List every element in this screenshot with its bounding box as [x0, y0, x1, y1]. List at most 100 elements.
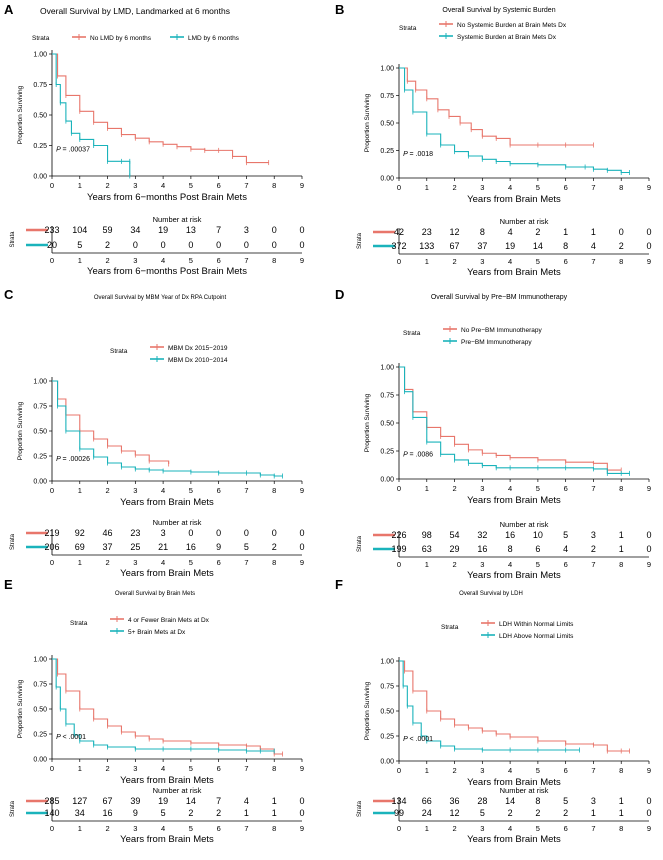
x-tick-label: 1 — [425, 766, 429, 775]
risk-x-axis-label: Years from Brain Mets — [120, 834, 214, 845]
legend-title: Strata — [441, 624, 459, 631]
chart-panel-e: E Overall Survival by Brain Mets Strata 4 o… — [4, 577, 305, 845]
risk-count: 19 — [505, 241, 515, 251]
risk-x-axis-label: Years from Brain Mets — [467, 834, 561, 845]
x-tick-label: 3 — [133, 486, 137, 495]
p-value: P = .00037 — [56, 147, 90, 154]
y-tick-label: 0.75 — [380, 684, 394, 691]
x-axis-label: Years from Brain Mets — [467, 495, 561, 506]
risk-count: 5 — [480, 808, 485, 818]
p-value-text: = .00037 — [63, 147, 91, 154]
x-tick-label: 1 — [78, 181, 82, 190]
risk-count: 0 — [646, 530, 651, 540]
legend-label: LMD by 6 months — [188, 35, 240, 42]
y-tick-label: 0.75 — [33, 682, 47, 689]
chart-title: Overall Survival by MBM Year of Dx RPA C… — [94, 295, 227, 301]
risk-x-axis-label: Years from 6−months Post Brain Mets — [87, 266, 247, 277]
risk-count: 16 — [505, 530, 515, 540]
risk-count: 127 — [72, 796, 87, 806]
x-tick-label: 7 — [591, 484, 595, 493]
risk-x-tick-label: 0 — [50, 256, 54, 265]
legend: Strata No LMD by 6 months LMD by 6 months — [32, 34, 240, 42]
risk-count: 67 — [450, 241, 460, 251]
x-tick-label: 1 — [425, 183, 429, 192]
risk-count: 206 — [44, 542, 59, 552]
risk-count: 99 — [394, 808, 404, 818]
legend: Strata No Systemic Burden at Brain Mets D… — [399, 21, 567, 41]
risk-count: 0 — [133, 240, 138, 250]
x-tick-label: 8 — [272, 764, 276, 773]
risk-count: 1 — [619, 808, 624, 818]
risk-count: 0 — [299, 808, 304, 818]
x-axis-label: Years from Brain Mets — [120, 775, 214, 786]
legend-label: Systemic Burden at Brain Mets Dx — [457, 34, 557, 41]
p-value-text: = .00026 — [63, 456, 91, 463]
risk-count: 0 — [272, 528, 277, 538]
risk-count: 2 — [105, 240, 110, 250]
risk-count: 14 — [505, 796, 515, 806]
x-tick-label: 2 — [452, 183, 456, 192]
risk-strata-label: Strata — [10, 231, 16, 248]
y-tick-label: 0.25 — [33, 454, 47, 461]
x-tick-label: 8 — [272, 486, 276, 495]
legend-label: No Systemic Burden at Brain Mets Dx — [457, 22, 567, 29]
y-tick-label: 0.00 — [33, 174, 47, 181]
risk-count: 2 — [272, 542, 277, 552]
risk-x-tick-label: 1 — [78, 824, 82, 833]
risk-x-tick-label: 9 — [300, 558, 304, 567]
legend: Strata LDH Within Normal Limits LDH Above … — [441, 620, 574, 640]
x-tick-label: 8 — [619, 484, 623, 493]
x-tick-label: 6 — [217, 764, 221, 773]
risk-count: 14 — [533, 241, 543, 251]
y-tick-label: 0.00 — [380, 759, 394, 766]
risk-count: 5 — [563, 530, 568, 540]
legend-label: No LMD by 6 months — [90, 35, 152, 42]
risk-x-tick-label: 7 — [591, 560, 595, 569]
risk-x-tick-label: 7 — [244, 256, 248, 265]
risk-count: 0 — [646, 808, 651, 818]
risk-x-tick-label: 2 — [452, 257, 456, 266]
y-tick-label: 0.00 — [380, 477, 394, 484]
legend-title: Strata — [32, 35, 50, 42]
x-tick-label: 0 — [50, 486, 54, 495]
risk-count: 2 — [535, 808, 540, 818]
risk-count: 104 — [72, 225, 87, 235]
risk-count: 59 — [103, 225, 113, 235]
risk-count: 20 — [47, 240, 57, 250]
risk-x-tick-label: 5 — [536, 560, 540, 569]
risk-x-tick-label: 0 — [50, 558, 54, 567]
x-tick-label: 7 — [591, 766, 595, 775]
y-tick-label: 0.75 — [33, 82, 47, 89]
x-tick-label: 4 — [508, 183, 512, 192]
risk-table-title: Number at risk — [153, 518, 202, 527]
x-tick-label: 1 — [78, 764, 82, 773]
x-tick-label: 4 — [161, 486, 165, 495]
risk-x-tick-label: 8 — [272, 824, 276, 833]
risk-count: 23 — [422, 227, 432, 237]
y-tick-label: 1.00 — [33, 52, 47, 59]
risk-x-tick-label: 5 — [536, 824, 540, 833]
risk-x-tick-label: 2 — [105, 824, 109, 833]
x-tick-label: 0 — [397, 766, 401, 775]
p-label: P — [56, 456, 62, 463]
risk-count: 0 — [646, 544, 651, 554]
risk-strata-label: Strata — [10, 533, 16, 550]
x-tick-label: 9 — [647, 484, 651, 493]
risk-count: 8 — [563, 241, 568, 251]
x-tick-label: 4 — [161, 764, 165, 773]
risk-x-tick-label: 5 — [189, 256, 193, 265]
risk-count: 1 — [272, 808, 277, 818]
x-tick-label: 0 — [397, 183, 401, 192]
survival-curve-red — [52, 380, 170, 464]
risk-x-tick-label: 9 — [300, 824, 304, 833]
risk-x-tick-label: 3 — [133, 558, 137, 567]
risk-count: 5 — [161, 808, 166, 818]
survival-curve-teal — [52, 53, 131, 176]
risk-count: 0 — [188, 528, 193, 538]
p-label: P — [403, 452, 409, 459]
risk-count: 9 — [133, 808, 138, 818]
x-tick-label: 6 — [564, 484, 568, 493]
risk-x-tick-label: 6 — [564, 560, 568, 569]
y-tick-label: 0.50 — [380, 709, 394, 716]
